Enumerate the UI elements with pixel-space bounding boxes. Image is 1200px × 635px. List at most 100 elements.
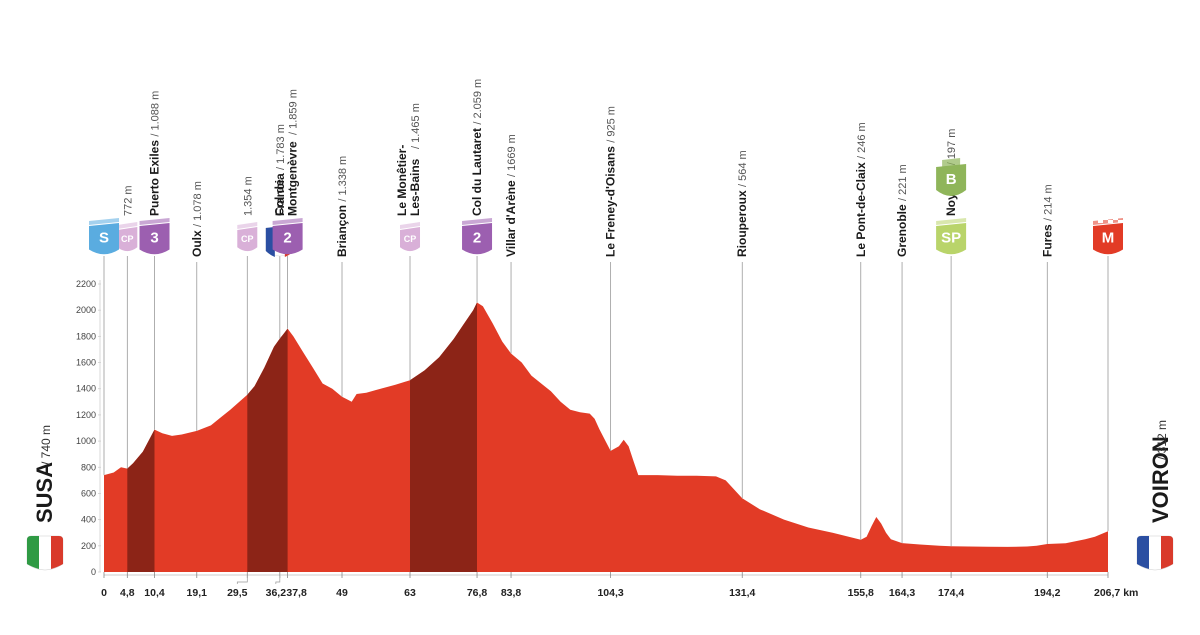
location-label-text: Le Freney-d'Oisans / 925 m — [604, 106, 618, 257]
location-name: Francia — [273, 170, 287, 216]
shield-label: CP — [241, 234, 254, 244]
shield-shape — [272, 223, 303, 255]
location-labels: 772 m Puerto Exiles / 1.088 m Oulx / 1.078… — [122, 79, 1054, 257]
mountain-pass-marker: 2 — [462, 218, 493, 255]
location-alt: / 2.059 m — [472, 79, 484, 125]
start-alt: / 740 m — [39, 425, 53, 465]
finish-alt: / 312 m — [1155, 420, 1169, 460]
shield-label: 2 — [473, 230, 481, 247]
shield-top — [89, 218, 119, 225]
x-tick-label: 104,3 — [597, 587, 623, 599]
location-alt: / 1.465 m — [410, 103, 422, 149]
x-tick-label: 49 — [336, 587, 348, 599]
intermediate-sprint-marker: CP — [237, 222, 258, 252]
finish-name: VOIRON — [1148, 436, 1173, 523]
intermediate-sprint-marker: CP — [117, 222, 138, 252]
x-tick-label: 76,8 — [467, 587, 488, 599]
x-tick-label: 83,8 — [501, 587, 522, 599]
shield-shape — [1093, 223, 1123, 255]
location-label: Riouperoux / 564 m — [735, 150, 749, 257]
location-alt: / 1.338 m — [337, 156, 349, 202]
intermediate-sprint-marker: CP — [400, 222, 421, 252]
shield-label: B — [946, 171, 957, 188]
bonus-sprint-marker: B — [936, 158, 967, 196]
y-tick-label: 200 — [81, 541, 96, 551]
location-label: 1.354 m — [242, 176, 254, 216]
y-tick-label: 800 — [81, 462, 96, 472]
location-label-text: Le Pont-de-Claix / 246 m — [854, 122, 868, 257]
location-lines — [103, 256, 1109, 547]
location-name: Col de — [273, 179, 287, 216]
location-name: Les-Bains — [408, 158, 422, 216]
location-label-text: Puerto Exiles / 1.088 m — [148, 91, 162, 216]
france-flag-icon — [1136, 535, 1174, 571]
location-alt: / 1669 m — [506, 134, 518, 177]
location-name: Puerto Exiles — [148, 137, 162, 216]
shield-label: CP — [121, 234, 134, 244]
location-alt: / 1.088 m — [150, 91, 162, 137]
y-tick-label: 1200 — [76, 410, 96, 420]
location-label: Villar d'Arène / 1669 m — [504, 134, 518, 257]
mountain-pass-marker: 3 — [139, 218, 170, 255]
location-name: Le Monêtier- — [395, 145, 409, 216]
x-tick-label: 4,8 — [120, 587, 135, 599]
location-name: Fures — [1040, 221, 1054, 257]
y-tick-label: 1600 — [76, 358, 96, 368]
finish-marker: M — [1093, 218, 1123, 255]
location-alt: 1.354 m — [242, 176, 254, 216]
location-label-text: Francia / 1.783 m — [273, 124, 287, 216]
location-label: Le Monêtier- Les-Bains / 1.465 m — [395, 103, 422, 216]
y-tick-label: 2000 — [76, 305, 96, 315]
climb-section — [410, 302, 477, 572]
location-alt: 772 m — [122, 185, 134, 216]
location-name: Riouperoux — [735, 187, 749, 257]
location-alt: / 221 m — [897, 164, 909, 201]
start-name: SUSA — [32, 462, 57, 523]
location-name: Grenoble — [895, 201, 909, 257]
shield-label: S — [99, 230, 109, 247]
location-label: Col du Lautaret / 2.059 m — [470, 79, 484, 216]
special-sprint-marker: SP — [936, 218, 967, 255]
y-tick-label: 1000 — [76, 436, 96, 446]
shield-label: M — [1102, 230, 1115, 247]
location-alt: / 246 m — [856, 122, 868, 159]
location-name: Col du Lautaret — [470, 125, 484, 216]
x-tick-label: 37,8 — [286, 587, 307, 599]
location-label: Le Freney-d'Oisans / 925 m — [604, 106, 618, 257]
location-alt: / 1.078 m — [192, 181, 204, 227]
location-label-text: 1.354 m — [242, 176, 254, 216]
location-label: Briançon / 1.338 m — [335, 156, 349, 257]
location-markers: CP 3 CP 2 CP 2 SP B S M — [89, 158, 1123, 257]
shield-top — [139, 218, 170, 225]
y-tick-label: 2200 — [76, 279, 96, 289]
x-tick-label: 174,4 — [938, 587, 964, 599]
flag-blue — [265, 227, 275, 257]
location-label: Col de Montgenèvre / 1.859 m — [273, 89, 300, 216]
x-tick-leader — [236, 576, 248, 584]
shield-shape — [89, 223, 119, 255]
checker-cell — [1103, 217, 1108, 220]
location-label: Grenoble / 221 m — [895, 164, 909, 257]
shield-top — [272, 218, 303, 225]
shield-top — [400, 222, 421, 229]
shield-label: 2 — [283, 230, 291, 247]
location-name: Le Pont-de-Claix — [854, 159, 868, 257]
checker-cell — [1113, 217, 1118, 220]
shield-top — [237, 222, 258, 229]
location-alt: / 197 m — [946, 129, 958, 166]
location-name: Villar d'Arène — [504, 177, 518, 257]
finish-block: VOIRON / 312 m — [1136, 420, 1174, 571]
shield-top — [117, 222, 138, 229]
x-tick-leader — [275, 576, 281, 584]
x-tick-label: 131,4 — [729, 587, 755, 599]
checker-cell — [1118, 220, 1123, 223]
location-label: Puerto Exiles / 1.088 m — [148, 91, 162, 216]
location-alt: / 214 m — [1042, 184, 1054, 221]
x-tick-label: 194,2 — [1034, 587, 1060, 599]
checker-cell — [1098, 220, 1103, 223]
location-alt: / 925 m — [606, 106, 618, 143]
location-label-text: Col du Lautaret / 2.059 m — [470, 79, 484, 216]
shield-shape — [936, 223, 967, 255]
checker-cell — [1108, 220, 1113, 223]
